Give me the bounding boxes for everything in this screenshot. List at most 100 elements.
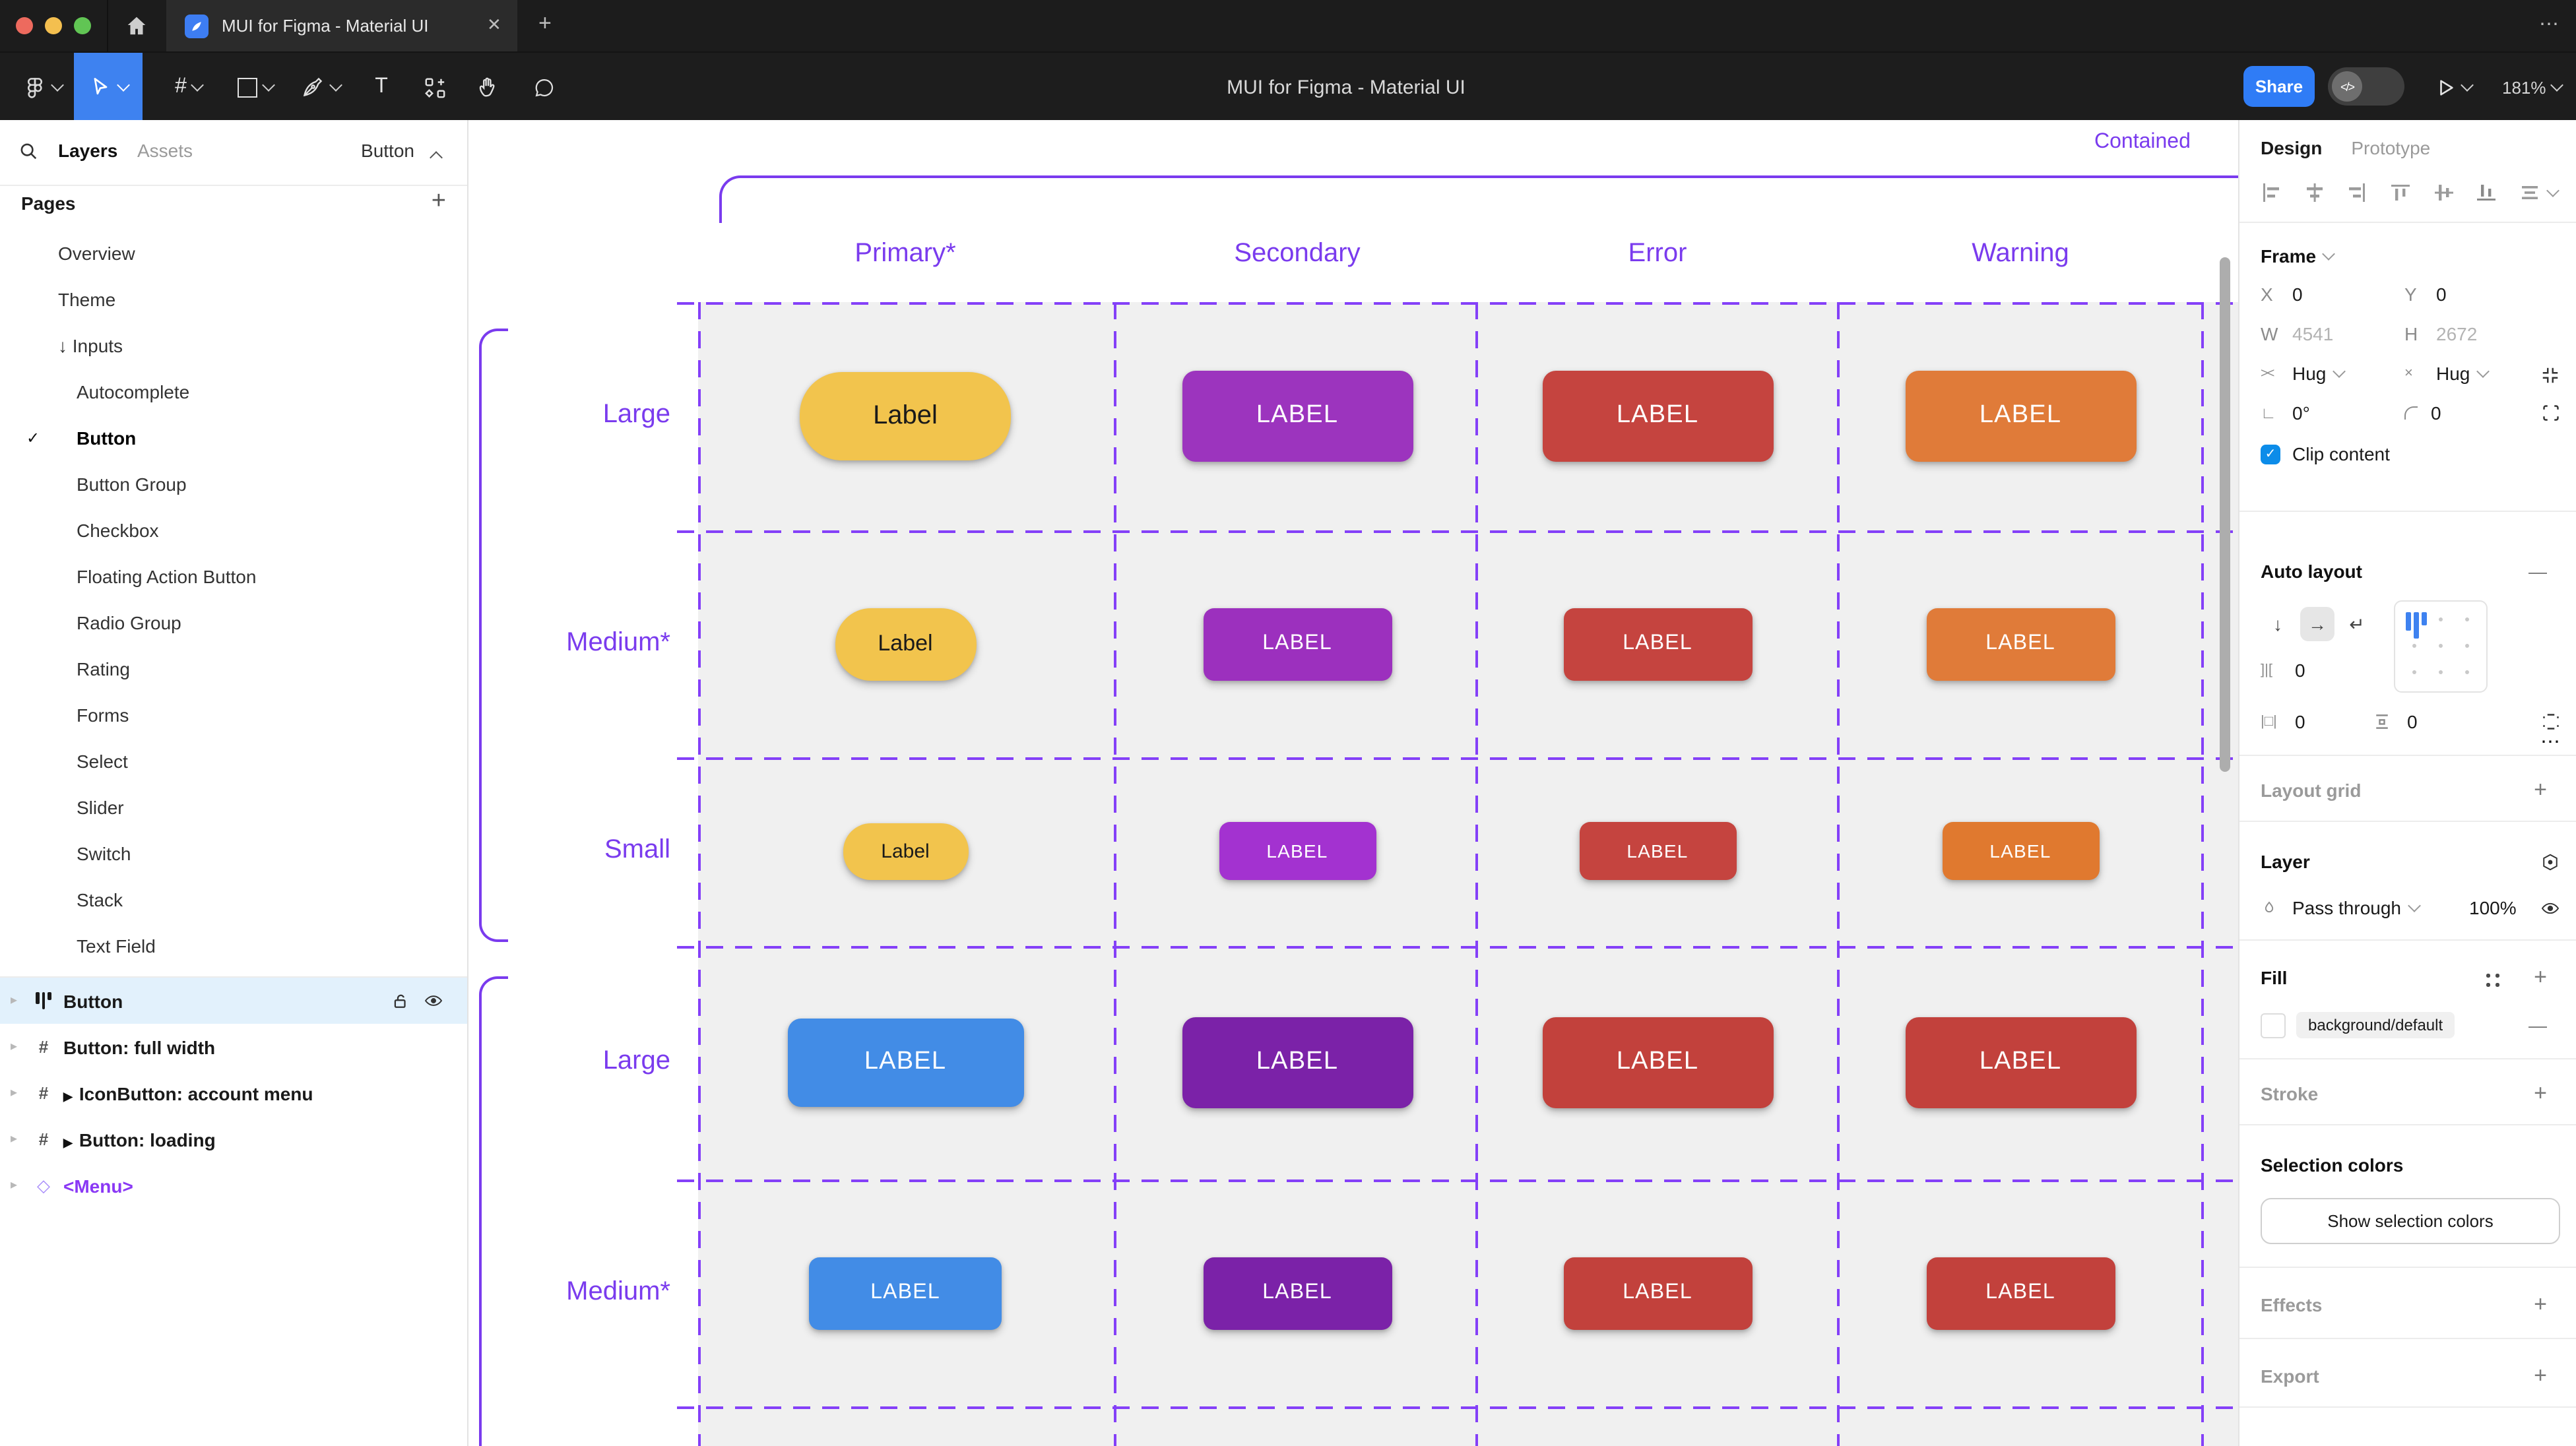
remove-auto-layout-icon[interactable]: — [2528,561,2547,582]
canvas-button-row2-col4[interactable]: LABEL [1926,608,2115,680]
macos-minimize-button[interactable] [45,17,62,34]
canvas-button-row2-col2[interactable]: LABEL [1203,608,1392,680]
page-jump-dropdown[interactable]: Button [361,140,414,161]
macos-zoom-button[interactable] [74,17,91,34]
page-item-select[interactable]: Select [0,738,467,784]
wrap-button[interactable]: ↵ [2349,613,2365,634]
resources-tool-button[interactable] [412,53,457,121]
page-item-checkbox[interactable]: Checkbox [0,507,467,553]
y-input[interactable]: 0 [2436,284,2447,305]
canvas-button-row3-col3[interactable]: LABEL [1579,822,1736,880]
alignment-dot[interactable] [2465,670,2469,674]
canvas-button-row3-col2[interactable]: LABEL [1219,822,1376,880]
page-item-text-field[interactable]: Text Field [0,922,467,968]
hug-vertical-select[interactable]: Hug [2436,363,2490,384]
add-stroke-icon[interactable]: + [2534,1081,2547,1106]
canvas-button-row3-col4[interactable]: LABEL [1942,822,2099,880]
canvas-button-row1-col2[interactable]: LABEL [1182,370,1413,461]
fill-color-swatch[interactable] [2261,1013,2286,1038]
fill-styles-icon[interactable] [2486,970,2499,991]
canvas-button-row2-col3[interactable]: LABEL [1563,608,1752,680]
tab-prototype[interactable]: Prototype [2351,137,2431,158]
page-item-autocomplete[interactable]: Autocomplete [0,368,467,414]
add-fill-icon[interactable]: + [2534,964,2547,990]
collapse-panel-icon[interactable] [2540,365,2560,385]
w-input[interactable]: 4541 [2292,323,2334,344]
tab-layers[interactable]: Layers [58,140,118,161]
alignment-dot[interactable] [2412,644,2416,648]
canvas-button-row5-col3[interactable]: LABEL [1563,1257,1752,1329]
layer-item-button-full-width[interactable]: ▸ # Button: full width [0,1024,467,1070]
canvas-button-row1-col1[interactable]: Label [800,371,1011,460]
gap-input[interactable]: 0 [2295,660,2305,681]
shape-tool-button[interactable] [224,53,285,121]
tab-design[interactable]: Design [2261,137,2323,158]
text-tool-button[interactable]: T [359,53,404,121]
expand-chevron-icon[interactable]: ▸ [11,1086,18,1100]
distribute-menu[interactable] [2519,182,2560,203]
direction-down-button[interactable]: ↓ [2273,613,2282,635]
macos-close-button[interactable] [16,17,33,34]
canvas-button-row3-col1[interactable]: Label [843,823,968,879]
opacity-input[interactable]: 100% [2469,897,2517,918]
page-item-forms[interactable]: Forms [0,691,467,738]
tab-assets[interactable]: Assets [137,140,193,161]
hug-horizontal-select[interactable]: Hug [2292,363,2404,384]
align-left-icon[interactable] [2261,182,2282,203]
align-right-icon[interactable] [2347,182,2368,203]
window-more-icon[interactable]: ⋯ [2539,13,2559,36]
independent-corners-icon[interactable] [2542,404,2560,422]
expand-chevron-icon[interactable]: ▸ [11,1040,18,1054]
alignment-dot[interactable] [2439,617,2443,621]
present-button[interactable] [2436,53,2474,121]
individual-padding-icon[interactable] [2542,712,2560,731]
file-tab[interactable]: MUI for Figma - Material UI [166,0,517,51]
remove-fill-icon[interactable]: — [2528,1015,2547,1036]
direction-right-button[interactable]: → [2300,607,2334,641]
checkbox-checked-icon[interactable]: ✓ [2261,444,2280,464]
canvas-scrollbar[interactable] [2220,257,2230,772]
horizontal-padding-input[interactable]: 0 [2295,711,2305,732]
add-export-icon[interactable]: + [2534,1363,2547,1388]
show-selection-colors-button[interactable]: Show selection colors [2261,1198,2560,1244]
alignment-dot[interactable] [2412,670,2416,674]
vertical-padding-input[interactable]: 0 [2407,711,2418,732]
alignment-dot[interactable] [2465,644,2469,648]
pen-tool-button[interactable] [290,53,351,121]
frame-label[interactable]: Frame [2261,245,2317,267]
add-page-button[interactable]: + [431,187,446,215]
page-item-slider[interactable]: Slider [0,784,467,830]
canvas-button-row1-col4[interactable]: LABEL [1905,370,2136,461]
page-item-rating[interactable]: Rating [0,645,467,691]
search-icon[interactable] [18,141,38,161]
move-tool-button[interactable] [74,53,143,121]
frame-tool-button[interactable]: # [158,53,219,121]
hand-tool-button[interactable] [465,53,512,121]
dev-mode-toggle[interactable]: </> [2328,67,2404,106]
canvas-button-row5-col1[interactable]: LABEL [809,1257,1002,1329]
layer-item-button[interactable]: ▸ Button [0,978,467,1024]
canvas-button-row4-col1[interactable]: LABEL [787,1018,1023,1106]
page-item-theme[interactable]: Theme [0,276,467,322]
add-layout-grid-icon[interactable]: + [2534,777,2547,802]
frame-title-label[interactable]: Contained [2094,131,2191,153]
clip-content-row[interactable]: ✓ Clip content [2261,439,2563,468]
page-item-floating-action-button[interactable]: Floating Action Button [0,553,467,599]
rotation-input[interactable]: 0° [2292,402,2310,424]
align-top-icon[interactable] [2390,182,2411,203]
chevron-up-icon[interactable] [430,151,443,164]
canvas-button-row5-col4[interactable]: LABEL [1926,1257,2115,1329]
tab-close-icon[interactable]: ✕ [487,15,501,34]
canvas-button-row1-col3[interactable]: LABEL [1542,370,1773,461]
alignment-widget[interactable] [2394,600,2488,693]
unlock-icon[interactable] [392,992,409,1009]
expand-chevron-icon[interactable]: ▸ [11,993,18,1008]
page-item-radio-group[interactable]: Radio Group [0,599,467,645]
new-tab-icon[interactable]: + [538,11,552,36]
blend-mode-icon[interactable] [2540,852,2560,871]
eye-icon[interactable] [424,991,443,1011]
canvas-button-row4-col3[interactable]: LABEL [1542,1017,1773,1108]
canvas-button-row5-col2[interactable]: LABEL [1203,1257,1392,1329]
h-input[interactable]: 2672 [2436,323,2478,344]
alignment-dot[interactable] [2465,617,2469,621]
